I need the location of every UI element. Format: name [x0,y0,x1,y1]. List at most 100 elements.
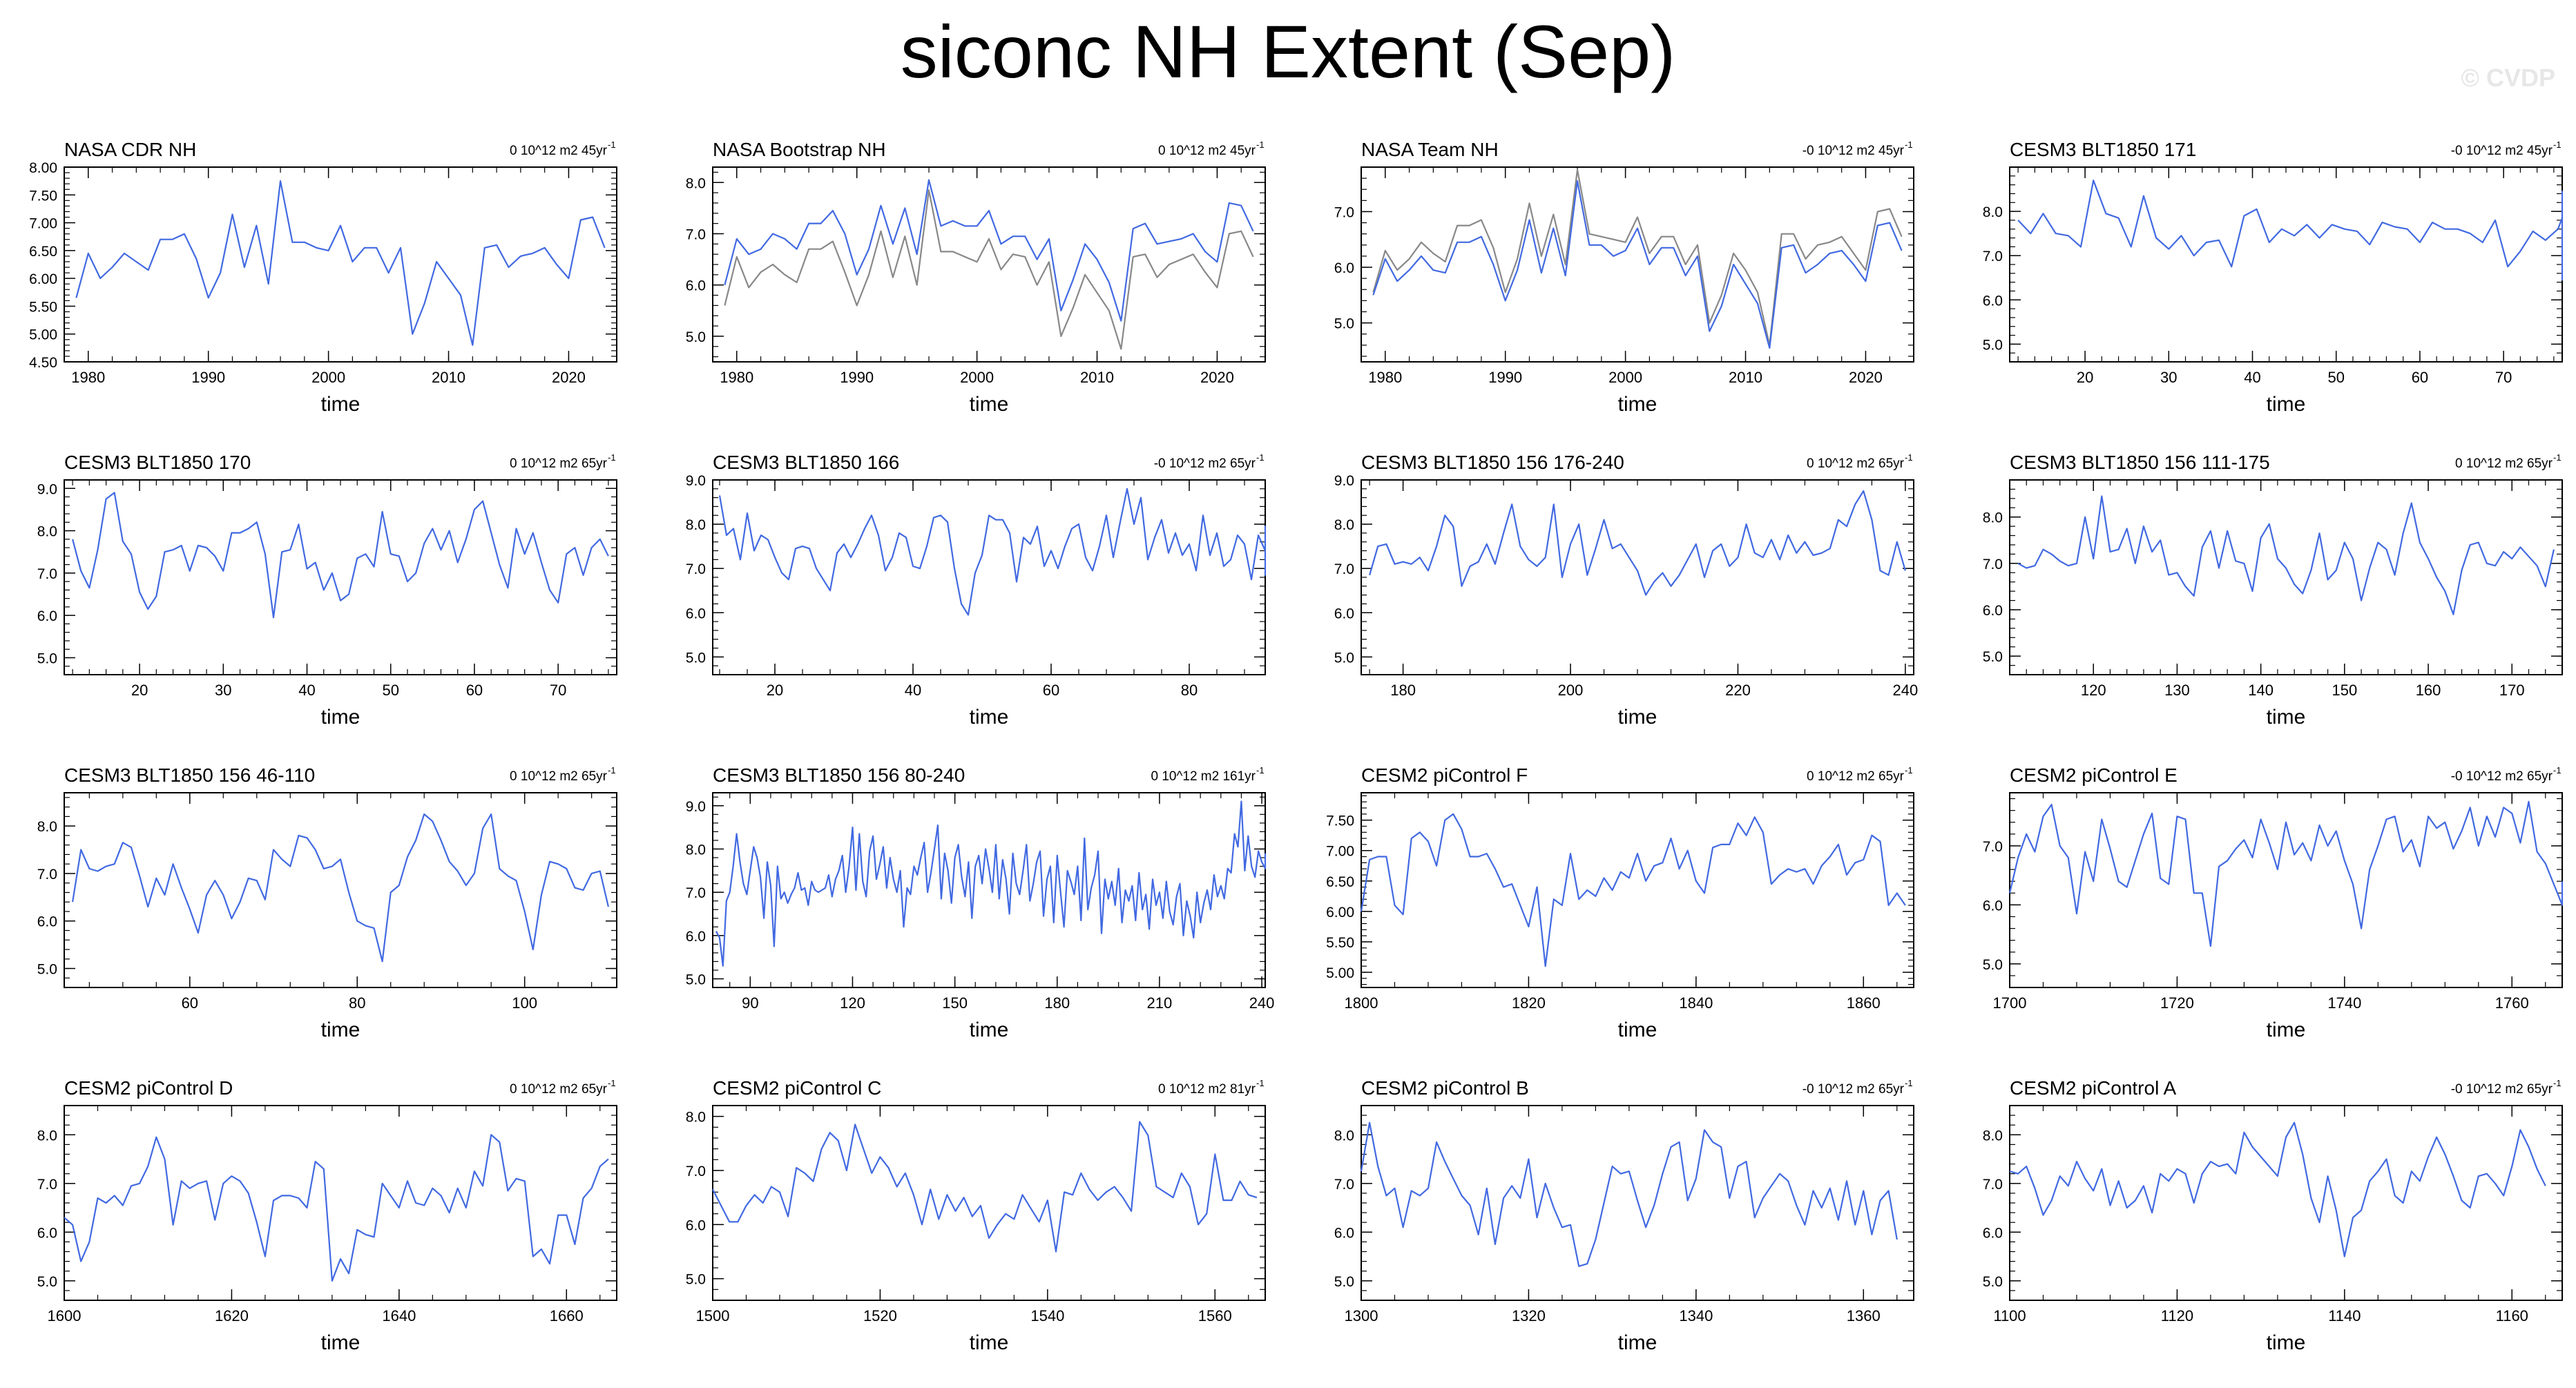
y-tick-label: 7.0 [37,1177,57,1193]
y-tick-label: 5.0 [37,650,57,666]
y-tick-label: 6.0 [1334,606,1354,621]
y-tick-label: 5.00 [29,327,57,343]
trend-superscript: -1 [2553,1078,2561,1088]
series-line [2017,495,2555,615]
series-line [72,492,609,619]
trend-label: -0 10^12 m2 65yr [1154,456,1256,471]
y-tick-label: 5.0 [686,972,706,987]
panel-title: CESM3 BLT1850 156 80-240 [713,764,965,786]
x-tick-label: 170 [2499,682,2525,699]
x-axis-label: time [1618,1331,1657,1354]
panel-title: CESM3 BLT1850 166 [713,452,899,473]
x-tick-label: 1980 [720,369,753,386]
x-tick-label: 2020 [552,369,586,386]
x-axis-label: time [970,706,1009,729]
trend-superscript: -1 [1256,765,1265,775]
panel-title: NASA Team NH [1361,139,1499,160]
x-tick-label: 1800 [1345,994,1378,1012]
y-tick-label: 6.0 [686,606,706,621]
series-line [1372,180,1903,349]
x-tick-label: 30 [215,682,231,699]
x-tick-label: 40 [2244,369,2260,386]
x-tick-label: 1300 [1345,1307,1378,1324]
y-tick-label: 7.0 [686,226,706,242]
x-axis-label: time [321,1019,361,1041]
x-tick-label: 140 [2248,682,2274,699]
trend-label: 0 10^12 m2 45yr [510,144,608,158]
y-tick-label: 7.0 [37,867,57,883]
y-tick-label: 7.0 [1983,249,2003,264]
x-tick-label: 1620 [215,1307,249,1324]
x-tick-label: 1760 [2495,994,2529,1012]
x-tick-label: 1820 [1512,994,1546,1012]
x-tick-label: 60 [182,994,198,1012]
x-tick-label: 240 [1893,682,1919,699]
panel-title: CESM2 piControl F [1361,764,1528,786]
y-tick-label: 8.00 [29,160,57,176]
y-tick-label: 8.0 [686,175,706,191]
x-tick-label: 120 [840,994,865,1012]
panel-title: CESM2 piControl A [2010,1077,2177,1099]
y-tick-label: 5.0 [1983,337,2003,353]
x-axis-label: time [970,393,1009,416]
x-tick-label: 1540 [1030,1307,1064,1324]
trend-label: -0 10^12 m2 45yr [2451,144,2553,158]
x-tick-label: 200 [1558,682,1584,699]
y-tick-label: 6.0 [686,278,706,294]
x-tick-label: 1160 [2496,1307,2528,1324]
trend-label: 0 10^12 m2 65yr [1807,769,1905,784]
panel-title: CESM2 piControl B [1361,1077,1529,1099]
x-axis-label: time [321,393,361,416]
y-tick-label: 6.50 [1326,874,1354,890]
series-line [2009,1121,2546,1257]
panel-title: CESM3 BLT1850 156 111-175 [2010,452,2270,473]
y-tick-label: 5.0 [1983,957,2003,973]
y-tick-label: 6.00 [1326,905,1354,920]
y-tick-label: 5.50 [1326,935,1354,951]
x-tick-label: 1740 [2327,994,2361,1012]
y-tick-label: 7.0 [1983,839,2003,855]
panel-title: NASA CDR NH [64,139,196,160]
x-tick-label: 150 [942,994,968,1012]
x-tick-label: 2000 [960,369,994,386]
x-tick-label: 70 [550,682,566,699]
trend-superscript: -1 [1256,139,1265,150]
trend-superscript: -1 [1905,139,1913,150]
panel-title: CESM3 BLT1850 156 46-110 [64,764,315,786]
series-line [712,1121,1258,1253]
trend-superscript: -1 [608,1078,616,1088]
trend-label: -0 10^12 m2 45yr [1803,144,1905,158]
y-tick-label: 8.0 [686,517,706,533]
x-tick-label: 240 [1249,994,1275,1012]
x-axis-label: time [970,1331,1009,1354]
series-line-obs [1372,168,1903,346]
y-tick-label: 7.50 [1326,813,1354,829]
y-tick-label: 8.0 [1983,204,2003,220]
y-tick-label: 8.0 [37,1128,57,1144]
x-axis-label: time [1618,1019,1657,1041]
y-tick-label: 5.0 [1334,316,1354,332]
plot-frame [712,1105,1266,1301]
trend-superscript: -1 [2553,765,2561,775]
x-tick-label: 20 [767,682,783,699]
series-line [72,813,609,963]
x-tick-label: 1860 [1847,994,1881,1012]
x-tick-label: 40 [298,682,315,699]
y-tick-label: 7.0 [1983,557,2003,572]
x-tick-label: 2020 [1849,369,1883,386]
trend-label: 0 10^12 m2 65yr [2455,456,2553,471]
x-tick-label: 60 [1043,682,1059,699]
x-tick-label: 50 [2327,369,2344,386]
x-tick-label: 1700 [1993,994,2027,1012]
x-tick-label: 2010 [1729,369,1762,386]
y-tick-label: 5.0 [1983,1274,2003,1290]
y-tick-label: 6.50 [29,244,57,260]
y-tick-label: 8.0 [686,842,706,858]
plot-frame [712,479,1266,675]
x-tick-label: 2000 [311,369,345,386]
x-axis-label: time [321,1331,361,1354]
